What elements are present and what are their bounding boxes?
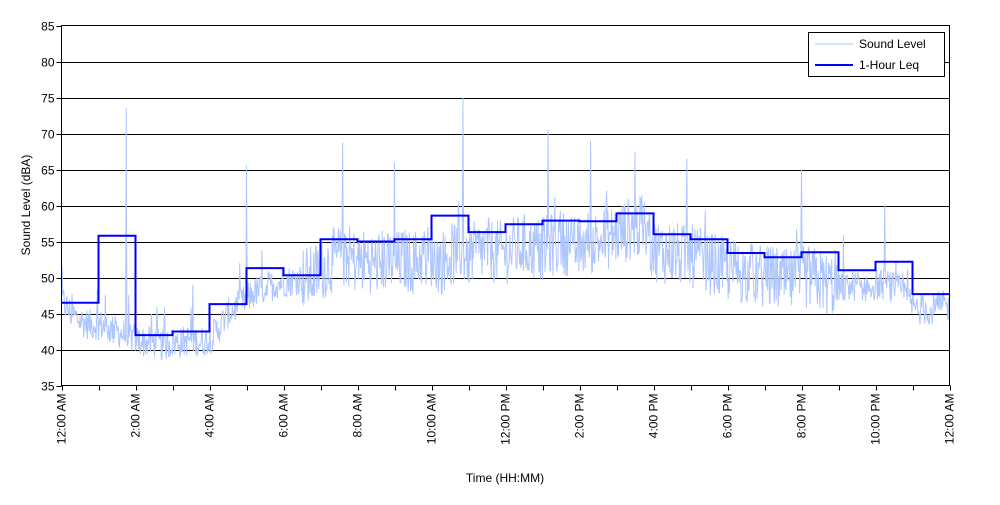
x-tick-label: 12:00 AM: [55, 393, 69, 444]
x-tick-label: 10:00 PM: [869, 394, 883, 445]
y-tick-label: 45: [41, 308, 55, 322]
x-tick-label: 8:00 PM: [795, 394, 809, 439]
legend-label-sound-level: Sound Level: [859, 37, 926, 51]
legend-box: [808, 32, 945, 77]
legend: Sound Level 1-Hour Leq: [808, 32, 945, 77]
y-tick-label: 35: [41, 380, 55, 394]
y-tick-label: 50: [41, 272, 55, 286]
sound-level-trace: [61, 97, 950, 361]
x-tick-label: 2:00 AM: [129, 394, 143, 438]
x-tick-label: 4:00 AM: [203, 394, 217, 438]
x-tick-label: 2:00 PM: [573, 394, 587, 439]
x-tick-label: 6:00 PM: [721, 394, 735, 439]
plot-frame: [61, 25, 950, 386]
y-tick-label: 55: [41, 236, 55, 250]
x-axis-label: Time (HH:MM): [466, 471, 544, 485]
y-tick-label: 60: [41, 200, 55, 214]
x-tick-label: 8:00 AM: [351, 394, 365, 438]
y-tick-label: 40: [41, 344, 55, 358]
x-tick-label: 12:00 PM: [499, 394, 513, 445]
legend-label-leq: 1-Hour Leq: [859, 58, 919, 72]
x-tick-label: 6:00 AM: [277, 394, 291, 438]
y-axis: 35 40 45 50 55 60 65 70 75 80 85: [41, 20, 62, 394]
x-tick-label: 10:00 AM: [425, 393, 439, 444]
x-axis: 12:00 AM 2:00 AM 4:00 AM 6:00 AM 8:00 AM 10:0…: [55, 385, 957, 445]
y-tick-label: 85: [41, 20, 55, 34]
y-tick-label: 75: [41, 92, 55, 106]
y-tick-label: 70: [41, 128, 55, 142]
grid-lines: [61, 62, 950, 351]
x-tick-label: 12:00 AM: [943, 393, 957, 444]
y-tick-label: 65: [41, 164, 55, 178]
y-tick-label: 80: [41, 56, 55, 70]
sound-level-line: [61, 97, 950, 361]
leq-step-line: [61, 212, 950, 337]
y-axis-label: Sound Level (dBA): [19, 155, 33, 256]
x-tick-label: 4:00 PM: [647, 394, 661, 439]
leq-line: [61, 212, 950, 337]
